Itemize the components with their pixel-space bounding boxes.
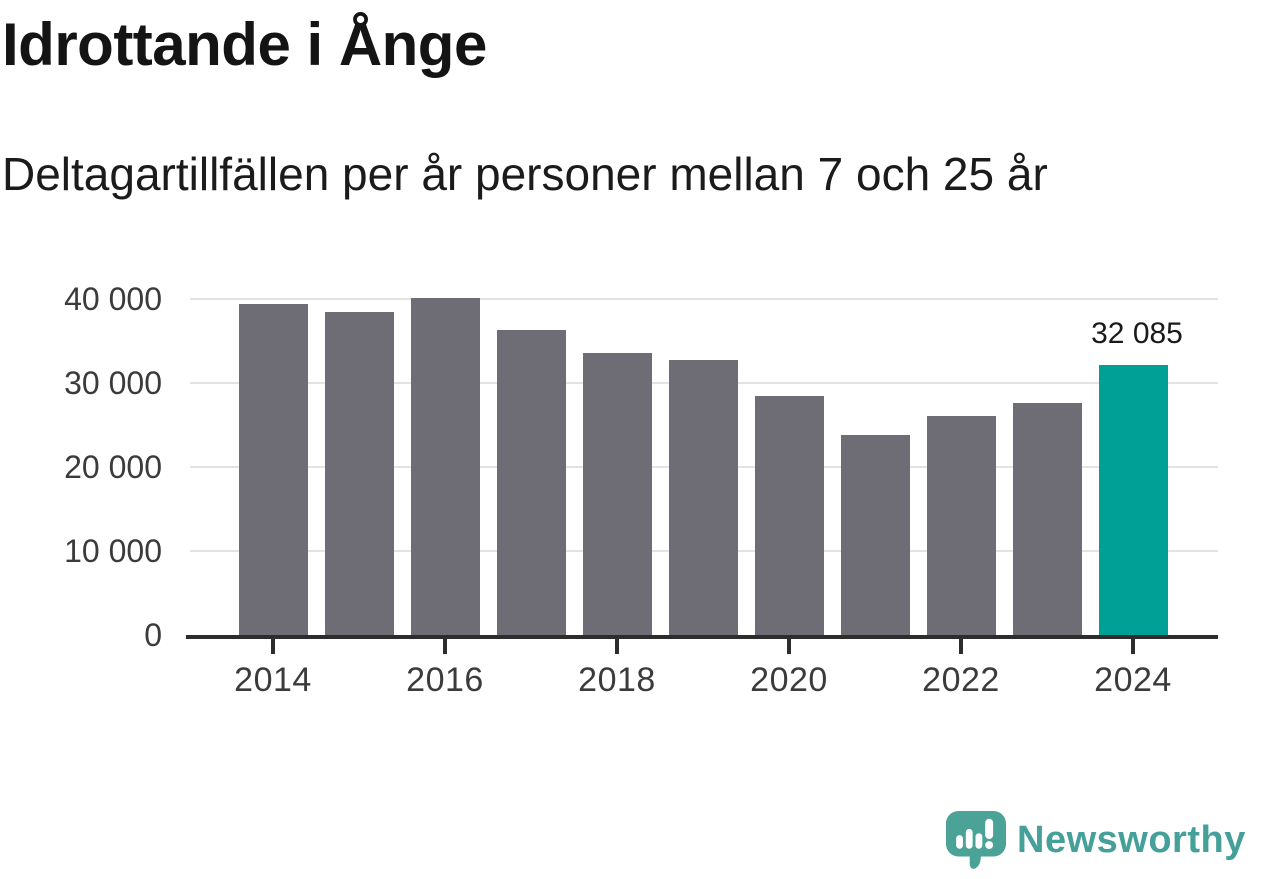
newsworthy-logo-icon xyxy=(946,810,1006,869)
bar-2015 xyxy=(324,312,394,635)
bar-2024 xyxy=(1098,365,1168,635)
x-axis-label-2022: 2022 xyxy=(922,661,1000,699)
bar-2022 xyxy=(926,415,996,635)
x-axis-label-2018: 2018 xyxy=(578,661,656,699)
bar-2018 xyxy=(582,352,652,635)
value-label-2024: 32 085 xyxy=(1091,317,1183,351)
bar-2021 xyxy=(840,435,910,635)
x-tick-2016 xyxy=(443,639,447,654)
y-axis-label-0: 0 xyxy=(144,617,162,653)
bar-2019 xyxy=(668,360,738,635)
x-tick-2020 xyxy=(787,639,791,654)
bar-2023 xyxy=(1012,403,1082,635)
y-axis-label-20000: 20 000 xyxy=(64,449,162,485)
x-tick-2014 xyxy=(271,639,275,654)
chart-subtitle: Deltagartillfällen per år personer mella… xyxy=(2,148,1048,200)
bar-2017 xyxy=(496,330,566,635)
bar-2014 xyxy=(238,304,308,635)
brand-name: Newsworthy xyxy=(1017,819,1246,861)
x-axis-label-2024: 2024 xyxy=(1094,661,1172,699)
bar-2020 xyxy=(754,396,824,635)
brand-footer: Newsworthy xyxy=(945,810,1246,870)
y-gridline-40000 xyxy=(190,298,1218,300)
y-axis-label-30000: 30 000 xyxy=(64,365,162,401)
y-axis-label-40000: 40 000 xyxy=(64,281,162,317)
x-tick-2022 xyxy=(959,639,963,654)
y-axis-label-10000: 10 000 xyxy=(64,533,162,569)
bar-2016 xyxy=(410,298,480,635)
x-axis-label-2016: 2016 xyxy=(406,661,484,699)
chart-title: Idrottande i Ånge xyxy=(2,11,487,78)
x-axis-label-2014: 2014 xyxy=(234,661,312,699)
x-axis-line xyxy=(186,635,1218,639)
x-tick-2024 xyxy=(1131,639,1135,654)
x-tick-2018 xyxy=(615,639,619,654)
x-axis-label-2020: 2020 xyxy=(750,661,828,699)
